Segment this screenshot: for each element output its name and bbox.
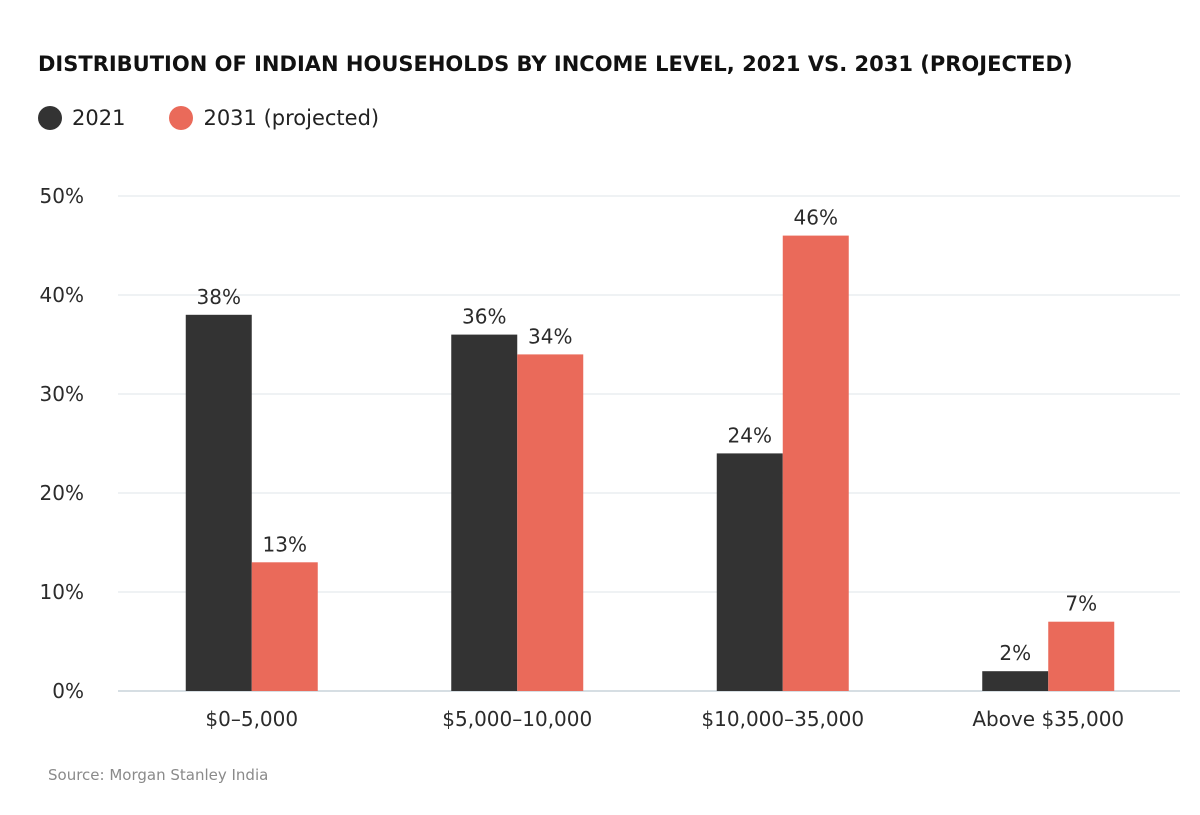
y-tick-label: 0% xyxy=(52,679,84,703)
y-tick-label: 50% xyxy=(40,184,84,208)
legend-item-2021: 2021 xyxy=(38,106,125,130)
source-note: Source: Morgan Stanley India xyxy=(48,766,269,784)
legend-label-2021: 2021 xyxy=(72,106,126,130)
legend-swatch-2031 xyxy=(169,106,194,130)
bar-2021 xyxy=(185,314,252,691)
bar-2031 xyxy=(251,562,318,691)
bar-value-label: 24% xyxy=(728,423,772,447)
y-tick-label: 30% xyxy=(40,382,84,406)
bar-value-label: 36% xyxy=(462,305,506,329)
x-category-label: $5,000–10,000 xyxy=(442,707,592,731)
bar-2021 xyxy=(716,453,783,691)
legend-item-2031: 2031 (projected) xyxy=(169,106,379,130)
y-tick-label: 40% xyxy=(40,283,84,307)
bar-2021 xyxy=(982,671,1049,691)
bar-2031 xyxy=(1048,621,1115,691)
bar-2031 xyxy=(517,354,584,691)
bar-value-label: 34% xyxy=(528,324,572,348)
bar-value-label: 13% xyxy=(263,532,307,556)
x-category-label: $0–5,000 xyxy=(205,707,298,731)
bar-value-label: 46% xyxy=(794,206,838,230)
chart-title: DISTRIBUTION OF INDIAN HOUSEHOLDS BY INC… xyxy=(38,52,1073,76)
y-tick-label: 20% xyxy=(40,481,84,505)
bar-value-label: 7% xyxy=(1065,592,1097,616)
bar-2021 xyxy=(451,334,518,691)
x-category-label: Above $35,000 xyxy=(972,707,1124,731)
legend-swatch-2021 xyxy=(38,106,62,130)
bar-value-label: 38% xyxy=(197,285,241,309)
x-category-label: $10,000–35,000 xyxy=(701,707,864,731)
y-tick-label: 10% xyxy=(40,580,84,604)
chart-legend: 2021 2031 (projected) xyxy=(38,106,423,130)
bar-2031 xyxy=(782,235,849,691)
legend-label-2031: 2031 (projected) xyxy=(203,106,380,130)
bar-value-label: 2% xyxy=(999,641,1031,665)
